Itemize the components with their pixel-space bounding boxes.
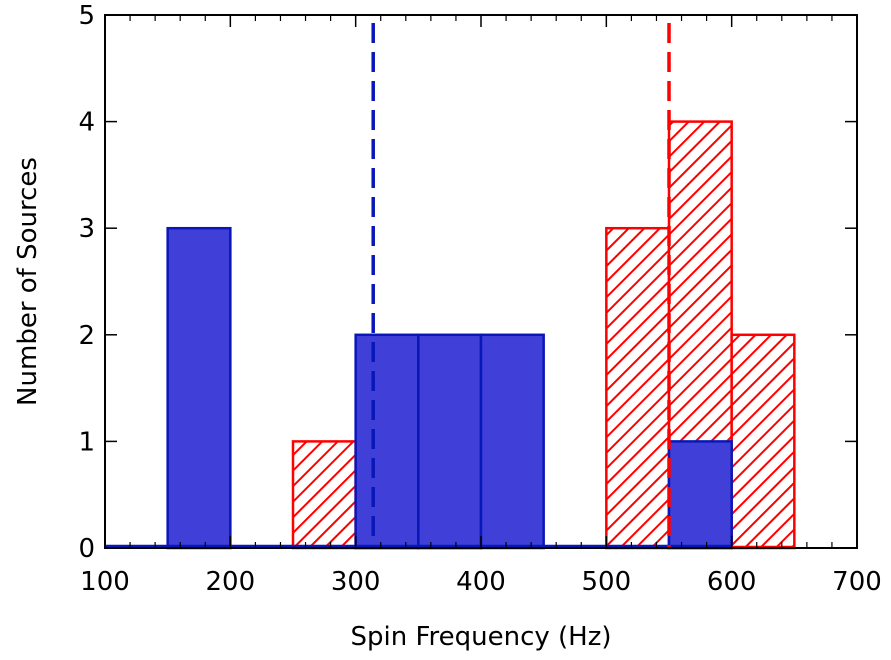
solid-bar-4 — [667, 440, 733, 550]
solid-bar-0 — [166, 226, 232, 550]
y-tick-label: 3 — [78, 214, 95, 244]
y-axis-title: Number of Sources — [13, 157, 43, 406]
x-tick-label: 200 — [206, 567, 256, 597]
y-tick-label: 2 — [78, 321, 95, 351]
x-tick-label: 700 — [832, 567, 882, 597]
y-tick-label: 4 — [78, 108, 95, 138]
y-tick-label: 0 — [78, 534, 95, 564]
solid-bar-2 — [417, 333, 483, 550]
hatched-bar-3 — [605, 226, 671, 550]
y-tick-label: 5 — [78, 1, 95, 31]
bars-layer — [166, 120, 796, 550]
x-tick-label: 400 — [456, 567, 506, 597]
x-axis-title: Spin Frequency (Hz) — [350, 622, 611, 652]
ticks-layer: 100 200 300 400 500 600 700 0 1 2 3 4 5 — [78, 1, 881, 597]
x-tick-label: 500 — [582, 567, 632, 597]
x-tick-label: 100 — [80, 567, 130, 597]
y-tick-label: 1 — [78, 427, 95, 457]
hatched-bar-5 — [730, 333, 796, 550]
hatched-bar-0 — [291, 440, 357, 550]
reference-lines-layer — [371, 23, 671, 548]
baseline-layer — [105, 544, 795, 549]
x-tick-label: 600 — [707, 567, 757, 597]
x-tick-label: 300 — [331, 567, 381, 597]
solid-bar-3 — [479, 333, 545, 550]
solid-bar-1 — [354, 333, 420, 550]
